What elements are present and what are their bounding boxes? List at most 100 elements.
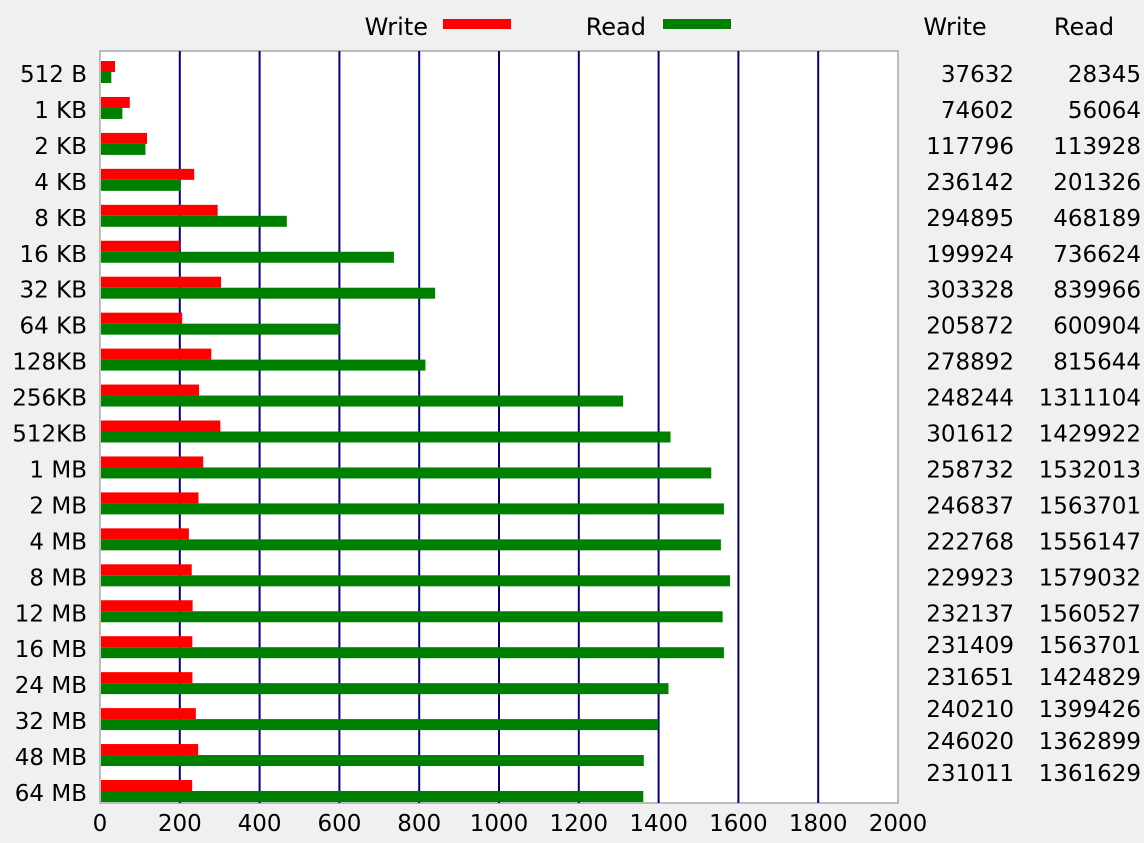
read-bar [101, 539, 721, 551]
table-cell-read: 815644 [1053, 350, 1141, 376]
write-bar [101, 61, 116, 72]
x-tick-label: 1000 [470, 811, 529, 837]
write-bar [101, 492, 199, 504]
table-cell-read: 1429922 [1039, 422, 1141, 448]
category-label: 32 MB [15, 709, 87, 735]
write-bar [101, 312, 183, 324]
category-label: 24 MB [15, 673, 87, 699]
read-bar [101, 215, 287, 227]
read-bar [101, 467, 712, 479]
category-label: 12 MB [15, 601, 87, 627]
read-bar [101, 683, 669, 695]
table-cell-write: 278892 [926, 350, 1014, 376]
category-label: 2 MB [29, 493, 87, 519]
category-label: 8 MB [29, 565, 87, 591]
x-tick-label: 1800 [789, 811, 848, 837]
table-cell-write: 205872 [926, 314, 1014, 340]
x-tick-label: 600 [317, 811, 361, 837]
bars [101, 61, 731, 802]
table-cell-read: 1361629 [1039, 761, 1141, 787]
table-cell-write: 222768 [926, 529, 1014, 555]
x-tick-label: 1600 [709, 811, 768, 837]
table-cell-write: 246020 [926, 729, 1014, 755]
write-bar [101, 420, 221, 432]
table-cell-read: 56064 [1068, 98, 1141, 124]
category-labels: 512 B 1 KB 2 KB 4 KB 8 KB 16 KB 32 KB 64 KB 128K… [12, 62, 87, 807]
table-cell-read: 1424829 [1039, 665, 1141, 691]
category-label: 8 KB [34, 206, 87, 232]
table-cell-read: 113928 [1053, 134, 1141, 160]
category-label: 32 KB [20, 278, 87, 304]
table-cell-write: 229923 [926, 565, 1014, 591]
table-cell-write: 231651 [926, 665, 1014, 691]
read-bar [101, 179, 181, 191]
category-label: 512KB [12, 422, 87, 448]
table-cell-write: 37632 [941, 62, 1014, 88]
table-header-read: Read [1054, 13, 1114, 41]
category-label: 256KB [12, 386, 87, 412]
table-cell-write: 240210 [926, 697, 1014, 723]
write-bar [101, 204, 218, 216]
write-bar [101, 600, 193, 612]
table-cell-read: 1311104 [1039, 386, 1141, 412]
category-label: 1 KB [34, 98, 87, 124]
read-bar [101, 791, 644, 802]
read-bar [101, 395, 624, 407]
read-bar [101, 251, 394, 263]
category-label: 1 MB [29, 457, 87, 483]
write-bar [101, 780, 193, 791]
table-cell-read: 1532013 [1039, 457, 1141, 483]
table-cell-write: 294895 [926, 206, 1014, 232]
legend-swatch [443, 19, 511, 29]
table-cell-write: 117796 [926, 134, 1014, 160]
category-label: 16 MB [15, 637, 87, 663]
table-cell-write: 199924 [926, 242, 1014, 268]
x-tick-label: 2000 [869, 811, 928, 837]
write-bar [101, 276, 222, 288]
read-bar [101, 431, 671, 443]
table-cell-read: 839966 [1053, 278, 1141, 304]
write-bar [101, 132, 148, 144]
write-bar [101, 636, 193, 648]
read-bar [101, 143, 146, 155]
read-bar [101, 323, 340, 335]
category-label: 512 B [20, 62, 87, 88]
table-cell-write: 246837 [926, 493, 1014, 519]
category-label: 128KB [12, 350, 87, 376]
table-cell-read: 1563701 [1039, 633, 1141, 659]
x-tick-label: 400 [238, 811, 282, 837]
category-label: 16 KB [20, 242, 87, 268]
write-bar [101, 456, 204, 468]
read-bar [101, 107, 123, 119]
table-cell-write: 231011 [926, 761, 1014, 787]
table-cell-write: 248244 [926, 386, 1014, 412]
legend-label: Read [586, 13, 646, 41]
category-label: 64 MB [15, 781, 87, 807]
x-tick-labels: 0 200 400 600 800 1000 1200 1400 1600 1800 2000 [93, 811, 928, 837]
value-table: Write Read 37632 28345 74602 56064 117796 11392… [923, 13, 1141, 787]
category-label: 48 MB [15, 745, 87, 771]
x-tick-label: 1200 [550, 811, 609, 837]
legend: Write Read [365, 13, 731, 41]
table-cell-read: 1563701 [1039, 493, 1141, 519]
table-cell-write: 303328 [926, 278, 1014, 304]
read-bar [101, 611, 723, 623]
legend-swatch [663, 19, 731, 29]
read-bar [101, 72, 112, 83]
table-cell-read: 28345 [1068, 62, 1141, 88]
table-cell-read: 736624 [1053, 242, 1141, 268]
write-bar [101, 708, 196, 720]
table-cell-read: 1556147 [1039, 529, 1141, 555]
read-bar [101, 755, 644, 767]
table-cell-write: 236142 [926, 170, 1014, 196]
write-bar [101, 348, 212, 360]
x-tick-label: 1400 [629, 811, 688, 837]
table-cell-read: 1362899 [1039, 729, 1141, 755]
table-cell-write: 232137 [926, 601, 1014, 627]
category-label: 64 KB [20, 314, 87, 340]
table-cell-read: 1579032 [1039, 565, 1141, 591]
x-tick-label: 0 [93, 811, 108, 837]
table-cell-read: 468189 [1053, 206, 1141, 232]
write-bar [101, 744, 199, 756]
